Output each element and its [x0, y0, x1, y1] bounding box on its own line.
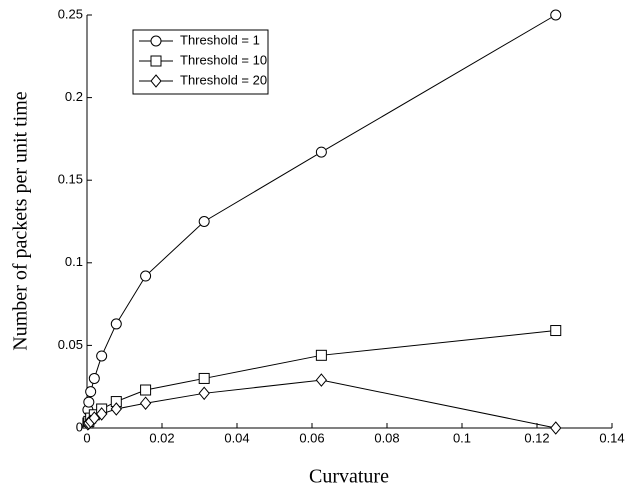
- legend-label: Threshold = 20: [180, 72, 267, 87]
- marker: [110, 402, 122, 416]
- y-axis-label: Number of packets per unit time: [10, 91, 32, 350]
- marker: [198, 386, 210, 401]
- marker: [315, 373, 328, 387]
- y-tick-label: 0: [76, 419, 83, 434]
- y-tick-label: 0.25: [58, 6, 83, 21]
- x-tick-label: 0.12: [524, 430, 549, 445]
- marker: [85, 386, 97, 398]
- x-tick-label: 0.02: [149, 430, 174, 445]
- marker: [83, 396, 95, 408]
- x-tick-label: 0.1: [453, 430, 471, 445]
- x-tick-label: 0.14: [599, 430, 624, 445]
- marker: [198, 216, 210, 227]
- x-tick-label: 0: [83, 430, 90, 445]
- marker: [96, 350, 108, 362]
- legend-label: Threshold = 1: [180, 32, 260, 47]
- marker: [315, 146, 327, 158]
- legend: Threshold = 1 Threshold = 10 Threshold = 2…: [132, 29, 269, 95]
- legend-marker: [150, 74, 162, 88]
- marker: [198, 372, 210, 384]
- y-tick-label: 0.05: [58, 337, 83, 352]
- marker: [140, 384, 152, 396]
- y-tick-label: 0.2: [65, 89, 83, 104]
- x-tick-label: 0.06: [299, 430, 324, 445]
- marker: [95, 407, 108, 421]
- marker: [550, 325, 562, 337]
- marker: [139, 396, 152, 411]
- legend-label: Threshold = 10: [180, 52, 267, 67]
- legend-marker: [150, 35, 162, 47]
- marker: [550, 9, 562, 21]
- y-tick-label: 0.15: [58, 172, 83, 187]
- marker: [88, 411, 100, 425]
- x-axis-label: Curvature: [309, 466, 389, 488]
- marker: [88, 372, 100, 384]
- marker: [315, 349, 327, 361]
- x-tick-label: 0.04: [224, 430, 249, 445]
- marker: [110, 318, 122, 330]
- y-tick-label: 0.1: [65, 254, 83, 269]
- legend-marker: [150, 55, 162, 67]
- marker: [550, 421, 562, 435]
- x-tick-label: 0.08: [374, 430, 399, 445]
- marker: [140, 270, 152, 282]
